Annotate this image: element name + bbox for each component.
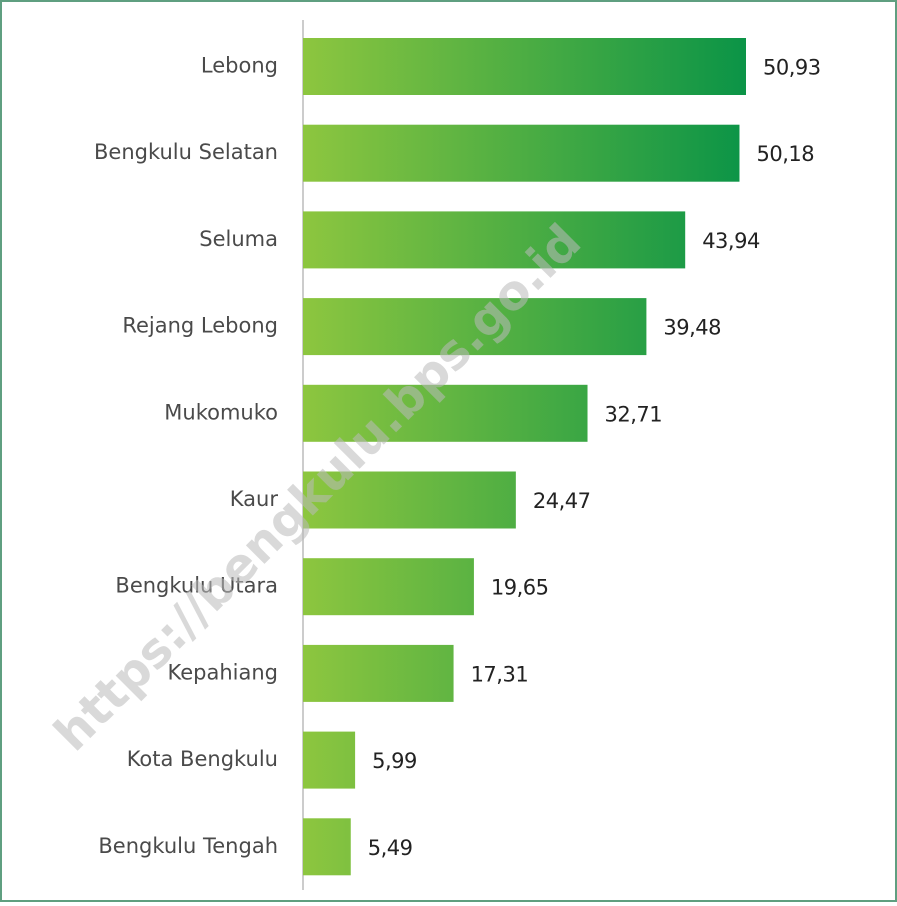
- category-label: Kaur: [230, 487, 279, 511]
- bar: [303, 384, 588, 442]
- category-label: Bengkulu Utara: [115, 574, 278, 598]
- category-label: Bengkulu Selatan: [94, 140, 278, 164]
- category-label: Kota Bengkulu: [127, 747, 278, 771]
- bar: [303, 211, 686, 269]
- bar: [303, 644, 454, 702]
- value-label: 17,31: [471, 662, 529, 686]
- value-label: 50,93: [763, 56, 821, 80]
- value-label: 39,48: [663, 316, 721, 340]
- category-label: Seluma: [199, 227, 278, 251]
- value-label: 50,18: [756, 142, 814, 166]
- value-label: 24,47: [533, 489, 591, 513]
- value-label: 5,49: [368, 836, 413, 860]
- bar: [303, 124, 740, 182]
- category-label: Mukomuko: [164, 400, 278, 424]
- bar: [303, 471, 516, 529]
- category-label: Kepahiang: [168, 660, 279, 684]
- bar: [303, 38, 746, 95]
- bar: [303, 558, 474, 616]
- category-label: Rejang Lebong: [122, 314, 278, 338]
- bar: [303, 298, 647, 356]
- value-label: 5,99: [372, 749, 417, 773]
- category-label: Lebong: [201, 54, 278, 78]
- bar: [303, 818, 351, 876]
- value-label: 19,65: [491, 576, 549, 600]
- value-label: 32,71: [605, 402, 663, 426]
- value-label: 43,94: [702, 229, 760, 253]
- category-label: Bengkulu Tengah: [98, 834, 278, 858]
- bar: [303, 731, 356, 789]
